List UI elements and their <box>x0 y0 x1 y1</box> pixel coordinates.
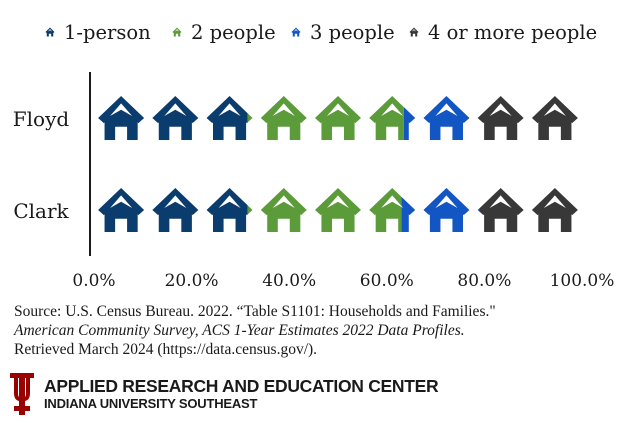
house-icon <box>206 188 248 232</box>
legend-label: 2 people <box>191 21 276 44</box>
legend-house-icon <box>172 27 182 37</box>
house-icon <box>315 188 361 232</box>
legend-item: 4 or more people <box>409 21 597 44</box>
iu-trident-mark <box>10 373 34 415</box>
source-line-3: Retrieved March 2024 (https://data.censu… <box>14 341 318 358</box>
house-icon <box>479 188 524 232</box>
chart-row: Clark <box>13 188 578 232</box>
house-icon <box>247 113 253 123</box>
bar-segment-4-or-more-people <box>467 96 578 140</box>
bar-segment-1-person <box>98 96 248 140</box>
legend-item: 1-person <box>45 21 151 44</box>
legend-label: 1-person <box>64 21 151 44</box>
source-line-1: Source: U.S. Census Bureau. 2022. “Table… <box>14 303 496 320</box>
bar-segment-3-people <box>401 188 480 232</box>
legend-label: 4 or more people <box>428 21 597 44</box>
legend-label: 3 people <box>310 21 395 44</box>
legend-house-icon <box>291 27 301 37</box>
bar-segment-4-or-more-people <box>479 188 578 232</box>
house-icon <box>98 188 145 232</box>
source-note: Source: U.S. Census Bureau. 2022. “Table… <box>14 302 629 359</box>
x-tick-label: 20.0% <box>165 271 219 291</box>
house-icon <box>247 205 253 215</box>
house-icon <box>531 96 578 140</box>
pictogram-chart: 1-person 2 people 3 people 4 or more people… <box>13 21 615 291</box>
house-icon <box>403 107 416 140</box>
house-icon <box>531 188 578 232</box>
org-name: APPLIED RESEARCH AND EDUCATION CENTER <box>44 376 439 396</box>
source-line-2: American Community Survey, ACS 1-Year Es… <box>14 322 465 339</box>
house-icon <box>423 188 470 232</box>
x-tick-label: 40.0% <box>262 271 316 291</box>
iu-trident-logo <box>10 373 34 415</box>
legend-item: 3 people <box>291 21 395 44</box>
legend: 1-person 2 people 3 people 4 or more people <box>45 21 597 44</box>
house-icon <box>152 96 199 140</box>
house-icon <box>369 188 402 232</box>
x-tick-label: 60.0% <box>360 271 414 291</box>
house-icon <box>477 208 480 212</box>
x-axis-tick-labels: 0.0% 20.0% 40.0% 60.0% 80.0% 100.0% <box>72 271 614 291</box>
category-label: Floyd <box>13 107 70 131</box>
chart-row: Floyd <box>13 96 578 140</box>
house-icon <box>315 96 361 140</box>
house-icon <box>98 96 145 140</box>
x-tick-label: 0.0% <box>72 271 115 291</box>
house-icon <box>477 96 524 140</box>
house-icon <box>152 188 199 232</box>
org-block: APPLIED RESEARCH AND EDUCATION CENTER IN… <box>44 376 439 412</box>
org-subtitle: INDIANA UNIVERSITY SOUTHEAST <box>44 396 258 411</box>
bar-segment-2-people <box>247 96 404 140</box>
legend-item: 2 people <box>172 21 276 44</box>
house-icon <box>206 96 248 140</box>
house-icon <box>369 96 404 140</box>
house-icon <box>401 196 416 232</box>
x-tick-label: 80.0% <box>457 271 511 291</box>
house-icon <box>260 96 307 140</box>
house-icon <box>260 188 307 232</box>
legend-house-icon <box>45 27 55 37</box>
x-tick-label: 100.0% <box>550 271 615 291</box>
house-icon <box>423 96 468 140</box>
house-icon <box>467 115 470 120</box>
bar-segment-3-people <box>403 96 468 140</box>
bar-segment-2-people <box>247 188 402 232</box>
bar-segment-1-person <box>98 188 248 232</box>
chart-rows: Floyd Clark <box>13 96 578 232</box>
legend-house-icon <box>409 27 419 37</box>
category-label: Clark <box>13 199 69 223</box>
